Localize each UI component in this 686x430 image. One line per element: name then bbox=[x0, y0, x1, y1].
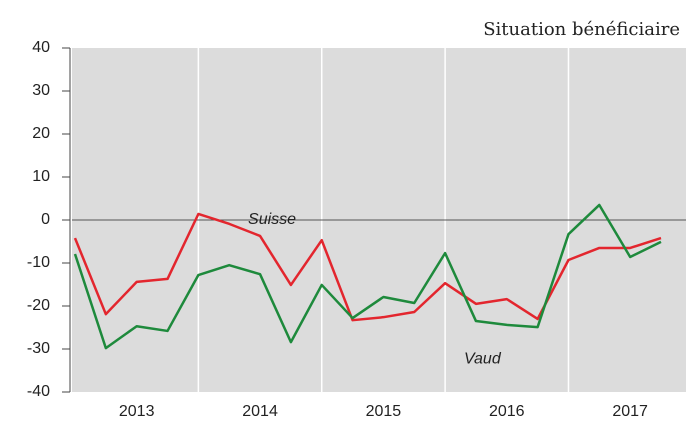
chart-title: Situation bénéficiaire bbox=[483, 19, 680, 40]
x-group-label: 2017 bbox=[612, 403, 648, 420]
y-tick-label: 0 bbox=[41, 211, 50, 228]
series-line bbox=[73, 212, 662, 322]
y-tick-label: -10 bbox=[27, 254, 50, 271]
series-label: Vaud bbox=[464, 350, 502, 367]
y-tick-label: -20 bbox=[27, 297, 50, 314]
y-tick-label: 20 bbox=[32, 125, 50, 142]
series-label: Suisse bbox=[248, 211, 296, 228]
x-group-label: 2015 bbox=[366, 403, 402, 420]
y-tick-label: 40 bbox=[32, 39, 50, 56]
x-group-label: 2016 bbox=[489, 403, 525, 420]
y-tick-label: -40 bbox=[27, 383, 50, 400]
x-group-label: 2013 bbox=[119, 403, 155, 420]
x-group-label: 2014 bbox=[242, 403, 278, 420]
y-tick-label: -30 bbox=[27, 340, 50, 357]
y-tick-label: 10 bbox=[32, 168, 50, 185]
series-line bbox=[73, 203, 662, 350]
y-tick-label: 30 bbox=[32, 82, 50, 99]
